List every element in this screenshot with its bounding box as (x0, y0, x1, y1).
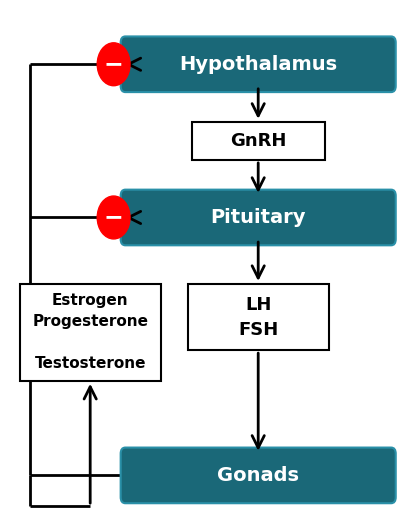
Text: Gonads: Gonads (217, 466, 299, 485)
Circle shape (97, 196, 130, 239)
FancyBboxPatch shape (20, 284, 160, 381)
Circle shape (97, 43, 130, 86)
Text: GnRH: GnRH (230, 132, 287, 150)
FancyBboxPatch shape (188, 284, 328, 350)
Text: Pituitary: Pituitary (210, 208, 306, 227)
Text: −: − (104, 205, 123, 229)
FancyBboxPatch shape (192, 122, 325, 160)
Text: Hypothalamus: Hypothalamus (179, 55, 337, 74)
FancyBboxPatch shape (120, 447, 396, 503)
FancyBboxPatch shape (120, 36, 396, 92)
FancyBboxPatch shape (120, 189, 396, 245)
Text: LH
FSH: LH FSH (238, 296, 278, 338)
Text: −: − (104, 52, 123, 76)
Text: Estrogen
Progesterone

Testosterone: Estrogen Progesterone Testosterone (32, 293, 148, 371)
